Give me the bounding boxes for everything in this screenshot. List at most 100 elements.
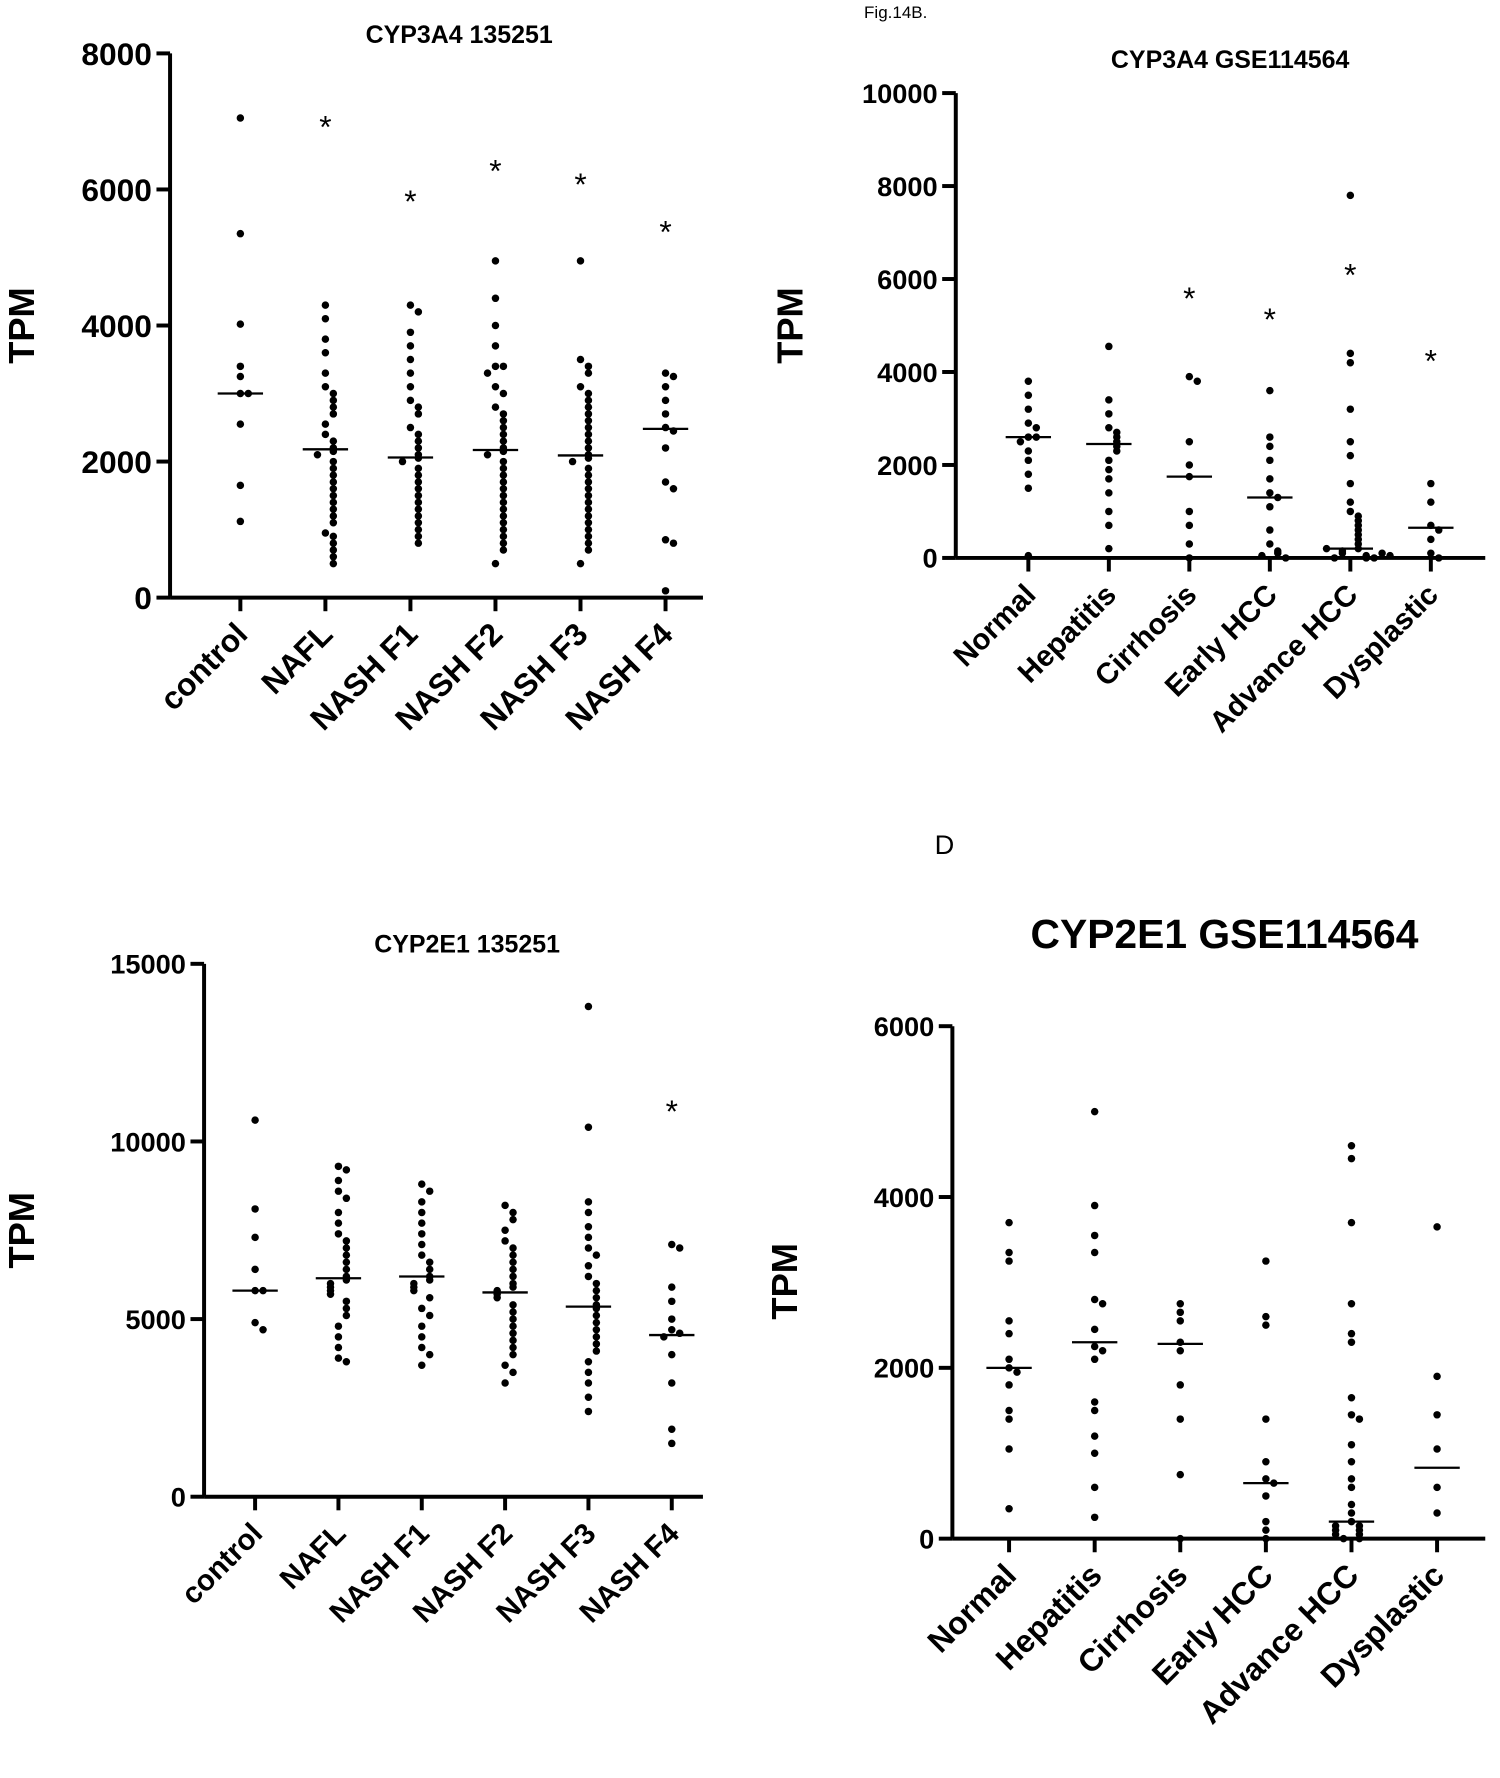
data-point xyxy=(418,1304,426,1313)
data-point xyxy=(592,1347,601,1355)
data-point xyxy=(342,1297,351,1306)
data-point xyxy=(1090,1449,1099,1457)
data-point xyxy=(592,1325,601,1334)
data-point xyxy=(406,355,415,364)
data-point xyxy=(499,485,508,493)
data-point xyxy=(329,546,338,554)
data-point xyxy=(1262,1475,1270,1483)
data-point xyxy=(1433,1223,1441,1231)
data-point xyxy=(414,532,423,541)
data-point xyxy=(334,1208,343,1217)
data-point xyxy=(1262,1517,1270,1526)
data-point xyxy=(509,1308,517,1316)
data-point xyxy=(499,525,508,534)
data-point xyxy=(334,1322,343,1330)
data-point xyxy=(584,430,593,439)
data-point xyxy=(1024,470,1033,479)
data-point xyxy=(509,1272,517,1281)
data-point xyxy=(418,1322,426,1330)
data-point xyxy=(414,525,423,534)
data-point xyxy=(1090,1483,1099,1492)
data-point xyxy=(1330,554,1339,562)
data-point xyxy=(414,478,423,486)
data-point xyxy=(499,417,508,425)
data-point xyxy=(668,1379,676,1387)
data-point xyxy=(425,1294,434,1302)
data-point xyxy=(509,1251,517,1259)
data-point xyxy=(1262,1257,1270,1265)
y-tick-label: 4000 xyxy=(877,357,938,388)
data-point xyxy=(584,389,593,398)
data-point xyxy=(1262,1312,1270,1321)
data-point xyxy=(251,1205,259,1213)
data-point xyxy=(1262,1458,1270,1466)
data-point xyxy=(259,1325,267,1334)
y-tick-label: 0 xyxy=(919,1523,934,1554)
data-point xyxy=(1266,489,1274,497)
data-point xyxy=(584,1208,593,1217)
data-point xyxy=(1176,1308,1185,1317)
data-point xyxy=(342,1357,351,1366)
data-point xyxy=(321,314,330,323)
data-point xyxy=(584,1407,593,1416)
data-point xyxy=(326,1290,335,1298)
data-point xyxy=(342,1265,351,1274)
chart-title: CYP3A4 GSE114564 xyxy=(1111,46,1350,74)
data-point xyxy=(406,301,415,309)
data-point xyxy=(414,505,423,513)
data-point xyxy=(584,1198,593,1206)
data-point xyxy=(1362,554,1370,562)
data-point xyxy=(414,491,423,500)
data-point xyxy=(1024,419,1033,427)
data-point xyxy=(329,505,338,513)
data-point xyxy=(483,369,492,377)
data-point xyxy=(329,512,338,520)
data-point xyxy=(329,478,338,486)
data-point xyxy=(418,1333,426,1341)
significance-marker: * xyxy=(1425,343,1437,379)
data-point xyxy=(668,1315,676,1323)
data-point xyxy=(251,1116,259,1124)
y-tick-label: 2000 xyxy=(874,1353,935,1384)
data-point xyxy=(1281,554,1290,562)
data-point xyxy=(1098,1347,1107,1355)
data-point xyxy=(499,464,508,473)
data-point xyxy=(1005,1257,1013,1265)
data-point xyxy=(1347,1475,1356,1483)
data-point xyxy=(584,546,593,554)
data-point xyxy=(499,447,508,456)
data-point xyxy=(1346,349,1355,358)
data-point xyxy=(329,437,338,445)
data-point xyxy=(661,423,670,432)
data-point xyxy=(321,335,330,343)
data-point xyxy=(1193,377,1202,386)
figure-label: Fig.14B. xyxy=(864,3,927,22)
data-point xyxy=(1005,1317,1013,1325)
data-point xyxy=(342,1304,351,1313)
data-point xyxy=(1266,386,1274,395)
data-point xyxy=(584,539,593,547)
data-point xyxy=(334,1162,343,1171)
data-point xyxy=(236,114,245,122)
data-point xyxy=(669,485,678,493)
data-point xyxy=(584,1357,593,1366)
significance-marker: * xyxy=(1183,280,1195,316)
data-point xyxy=(1185,507,1194,516)
data-point xyxy=(1005,1445,1013,1453)
data-point xyxy=(1346,405,1355,413)
y-axis-label: TPM xyxy=(764,1243,805,1320)
data-point xyxy=(501,1361,509,1370)
data-point xyxy=(584,498,593,507)
data-point xyxy=(1262,1526,1270,1534)
data-point xyxy=(1346,191,1355,200)
data-point xyxy=(1005,1406,1013,1415)
data-point xyxy=(425,1187,434,1195)
data-point xyxy=(584,1379,593,1387)
data-point xyxy=(584,1222,593,1231)
data-point xyxy=(491,342,500,350)
data-point xyxy=(592,1340,601,1348)
data-point xyxy=(584,491,593,500)
data-point xyxy=(329,457,338,466)
data-point xyxy=(1090,1231,1099,1240)
data-point xyxy=(1266,526,1274,534)
